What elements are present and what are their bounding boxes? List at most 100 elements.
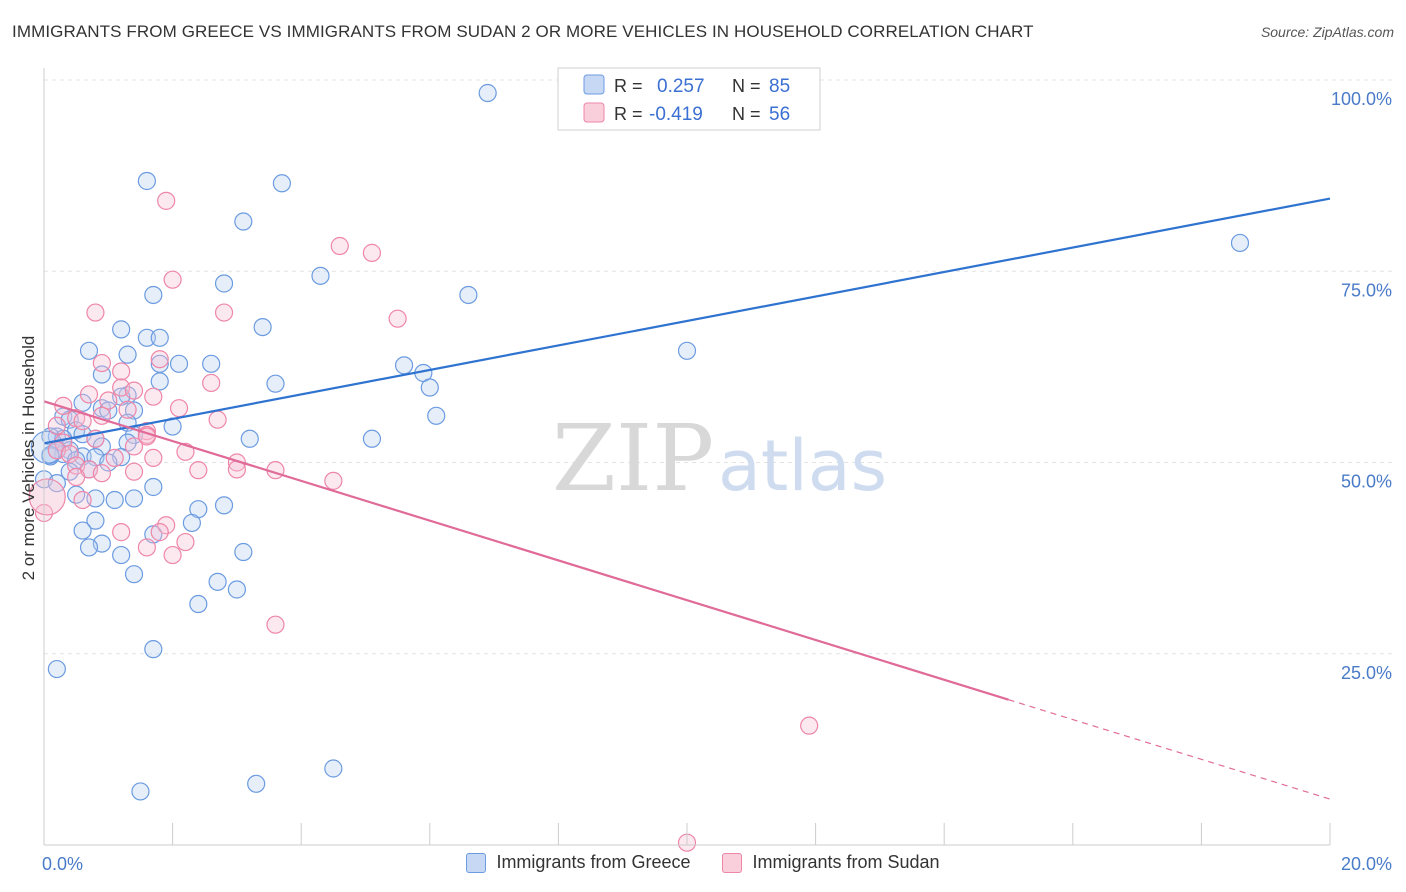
- legend-label-sudan: Immigrants from Sudan: [752, 852, 940, 872]
- greece-point: [677, 341, 697, 360]
- sudan-point: [137, 538, 156, 557]
- greece-point: [105, 490, 124, 510]
- sudan-point: [800, 716, 819, 735]
- bottom-legend: Immigrants from Greece Immigrants from S…: [0, 852, 1406, 873]
- stats-legend: R = 0.257 N = 85 R = -0.419 N = 56: [557, 67, 821, 131]
- greece-point: [202, 354, 221, 373]
- sudan-point: [150, 350, 169, 369]
- y-tick-label: 50.0%: [1341, 472, 1392, 492]
- legend-swatch-sudan: [722, 852, 743, 873]
- greece-point: [362, 429, 382, 448]
- greece-point: [137, 171, 156, 191]
- sudan-point: [202, 373, 221, 393]
- greece-point: [272, 174, 292, 193]
- greece-point: [208, 572, 227, 591]
- x-tick-label-min: 0.0%: [42, 854, 83, 874]
- greece-point: [112, 545, 131, 565]
- sudan-point: [163, 270, 182, 289]
- greece-point: [150, 328, 169, 347]
- sudan-point: [157, 191, 176, 210]
- sudan-trend-line: [43, 400, 1009, 701]
- greece-point: [182, 513, 201, 533]
- legend-item-sudan[interactable]: Immigrants from Sudan: [722, 852, 940, 873]
- sudan-point: [150, 523, 169, 542]
- chart-title: IMMIGRANTS FROM GREECE VS IMMIGRANTS FRO…: [12, 22, 1034, 41]
- y-tick-label: 25.0%: [1341, 663, 1392, 683]
- sudan-point: [99, 391, 118, 410]
- greece-n-label: N =: [732, 76, 761, 96]
- sudan-point: [189, 461, 208, 480]
- sudan-point: [47, 416, 66, 435]
- greece-point: [124, 489, 144, 508]
- sudan-points: [28, 191, 819, 852]
- greece-point: [144, 477, 163, 497]
- greece-point: [86, 511, 105, 530]
- sudan-point: [60, 444, 79, 464]
- sudan-point: [92, 464, 111, 483]
- source-label: Source: ZipAtlas.com: [1260, 24, 1394, 40]
- greece-point: [478, 83, 497, 103]
- sudan-point: [67, 467, 86, 487]
- y-tick-label: 75.0%: [1341, 280, 1392, 300]
- sudan-point: [266, 615, 285, 634]
- greece-point: [124, 565, 144, 584]
- sudan-trend-extension: [1008, 699, 1331, 800]
- sudan-point: [124, 437, 144, 456]
- greece-point: [169, 354, 189, 373]
- watermark-zip: ZIP: [552, 405, 714, 512]
- greece-r-value: 0.257: [657, 76, 705, 97]
- greece-point: [253, 317, 272, 337]
- greece-n-value: 85: [769, 76, 790, 97]
- greece-point: [214, 496, 234, 515]
- greece-point: [79, 538, 99, 557]
- greece-trend-line: [43, 197, 1331, 445]
- y-tick-labels: 25.0% 50.0% 75.0% 100.0%: [1331, 89, 1392, 683]
- legend-label-greece: Immigrants from Greece: [496, 852, 691, 872]
- y-tick-label: 100.0%: [1331, 89, 1392, 109]
- sudan-point: [144, 448, 163, 468]
- sudan-point: [208, 410, 227, 429]
- sudan-point: [54, 396, 73, 415]
- greece-point: [247, 774, 266, 793]
- sudan-point: [79, 385, 99, 404]
- greece-point: [144, 285, 163, 305]
- sudan-point: [118, 400, 137, 419]
- sudan-point: [176, 532, 195, 552]
- greece-point: [311, 266, 330, 285]
- sudan-point: [73, 490, 92, 510]
- greece-point: [227, 580, 246, 599]
- watermark-atlas: atlas: [718, 425, 887, 507]
- greece-point: [99, 453, 118, 472]
- sudan-point: [362, 243, 382, 262]
- greece-point: [266, 374, 285, 393]
- greece-point: [112, 320, 131, 339]
- greece-point: [150, 372, 169, 391]
- greece-point: [234, 542, 253, 562]
- sudan-point: [112, 523, 131, 542]
- greece-point: [47, 659, 66, 679]
- axes: [43, 68, 1331, 846]
- sudan-point: [92, 353, 111, 373]
- sudan-swatch: [583, 102, 605, 123]
- sudan-point: [28, 478, 66, 516]
- greece-point: [131, 782, 150, 801]
- legend-item-greece[interactable]: Immigrants from Greece: [466, 852, 690, 873]
- sudan-r-label: R =: [614, 104, 643, 124]
- greece-point: [47, 474, 66, 493]
- y-axis-label: 2 or more Vehicles in Household: [19, 336, 38, 581]
- greece-point: [394, 356, 414, 375]
- greece-point: [214, 274, 234, 293]
- greece-point: [144, 640, 163, 659]
- sudan-point: [324, 471, 343, 490]
- sudan-n-label: N =: [732, 104, 761, 124]
- legend-swatch-greece: [466, 852, 487, 873]
- trend-lines: [43, 197, 1331, 800]
- sudan-point: [112, 362, 131, 381]
- sudan-point: [86, 303, 105, 322]
- sudan-point: [169, 399, 189, 418]
- sudan-point: [124, 462, 144, 481]
- greece-point: [1230, 233, 1250, 253]
- x-tick-label-max: 20.0%: [1341, 854, 1392, 874]
- sudan-point: [176, 442, 195, 461]
